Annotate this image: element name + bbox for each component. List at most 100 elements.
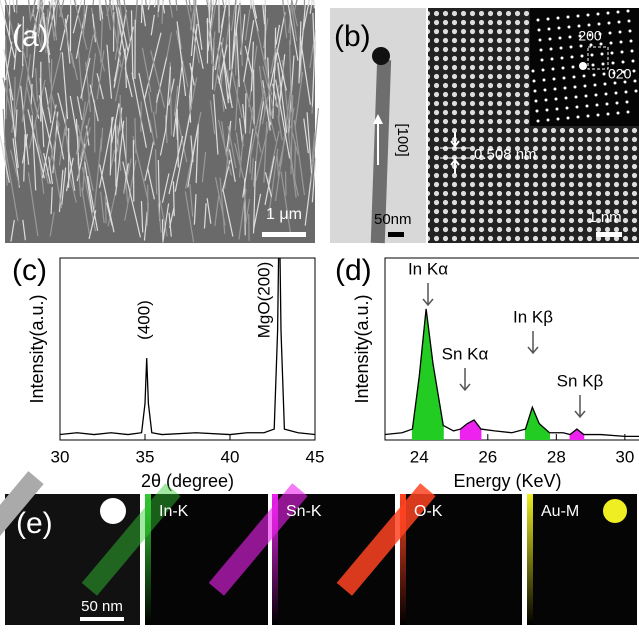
scale-label: 1 nm xyxy=(588,209,621,226)
spot xyxy=(604,83,607,86)
scale-label: 1 μm xyxy=(266,206,302,223)
figure: (a) 1 μm [100] (b) 50nm 200 020 0.508 nm… xyxy=(0,0,639,628)
annotation-arrow xyxy=(460,368,470,390)
spot xyxy=(542,69,545,72)
spot xyxy=(619,31,622,34)
spacing-label: 0.508 nm xyxy=(474,146,537,163)
spot xyxy=(610,42,613,45)
spot xyxy=(576,106,579,109)
spot xyxy=(577,15,580,18)
spot xyxy=(580,45,583,48)
spot xyxy=(586,105,589,108)
spot xyxy=(634,80,637,83)
spot xyxy=(553,78,556,81)
spot xyxy=(616,102,619,105)
spot xyxy=(583,75,586,78)
scale-label: 50 nm xyxy=(81,598,123,615)
spot xyxy=(565,97,568,100)
spot xyxy=(562,67,565,70)
spot xyxy=(627,111,630,114)
spot xyxy=(595,94,598,97)
spot xyxy=(560,47,563,50)
spot xyxy=(559,37,562,40)
x-tick-label: 24 xyxy=(410,447,429,466)
catalyst xyxy=(100,498,126,524)
spot xyxy=(602,63,605,66)
spot xyxy=(592,64,595,67)
spot xyxy=(567,16,570,19)
map-label: Sn-K xyxy=(286,503,322,520)
spot xyxy=(601,53,604,56)
nanowire xyxy=(17,0,18,13)
annotation: Sn Kα xyxy=(442,344,489,363)
spot xyxy=(540,49,543,52)
scale-bar xyxy=(388,232,404,237)
spot xyxy=(617,112,620,115)
spot xyxy=(611,52,614,55)
nanowire xyxy=(295,142,296,186)
map-particle xyxy=(603,499,627,523)
spot xyxy=(581,55,584,58)
panel-label: (d) xyxy=(335,254,372,287)
spot xyxy=(596,104,599,107)
spot xyxy=(557,118,560,121)
spot xyxy=(552,68,555,71)
spot-label: 020 xyxy=(608,66,632,82)
spot xyxy=(551,58,554,61)
spot xyxy=(535,100,538,103)
x-tick-label: 30 xyxy=(51,447,70,466)
x-tick-label: 30 xyxy=(615,447,634,466)
annotation: Sn Kβ xyxy=(557,371,604,390)
spot xyxy=(547,119,550,122)
panel-label: (a) xyxy=(12,20,49,53)
spot xyxy=(594,84,597,87)
scale-bar xyxy=(262,232,306,237)
spot xyxy=(618,21,621,24)
panel-label: (b) xyxy=(334,20,371,53)
spot xyxy=(606,103,609,106)
peak-area xyxy=(570,429,584,440)
spot xyxy=(579,62,587,70)
spot xyxy=(557,17,560,20)
spot xyxy=(545,99,548,102)
spot xyxy=(608,22,611,25)
direction-label: [100] xyxy=(394,123,411,156)
spot xyxy=(532,70,535,73)
spot xyxy=(537,19,540,22)
spot xyxy=(587,115,590,118)
spot xyxy=(584,85,587,88)
spot xyxy=(561,57,564,60)
x-tick-label: 45 xyxy=(306,447,325,466)
annotation: (400) xyxy=(134,300,153,340)
scale-bar xyxy=(80,617,124,621)
spot xyxy=(543,79,546,82)
spot xyxy=(633,70,636,73)
spot xyxy=(541,59,544,62)
x-tick-label: 40 xyxy=(221,447,240,466)
spot xyxy=(550,48,553,51)
spot xyxy=(614,82,617,85)
x-axis-label: Energy (KeV) xyxy=(453,471,561,491)
spot xyxy=(558,27,561,30)
panel-label: (e) xyxy=(16,507,53,540)
spot xyxy=(609,32,612,35)
spot xyxy=(627,10,630,13)
spot xyxy=(554,88,557,91)
spot xyxy=(571,56,574,59)
spot xyxy=(538,29,541,32)
spot xyxy=(630,40,633,43)
spot xyxy=(621,51,624,54)
spot xyxy=(537,120,540,123)
scale-bar xyxy=(596,232,622,237)
spot xyxy=(570,46,573,49)
spot xyxy=(533,80,536,83)
annotation: In Kβ xyxy=(513,307,553,326)
spot-label: 200 xyxy=(578,28,602,44)
spot xyxy=(556,108,559,111)
spot xyxy=(635,90,638,93)
spot xyxy=(546,109,549,112)
panel-label: (c) xyxy=(12,254,47,287)
spot xyxy=(603,73,606,76)
spot xyxy=(631,50,634,53)
